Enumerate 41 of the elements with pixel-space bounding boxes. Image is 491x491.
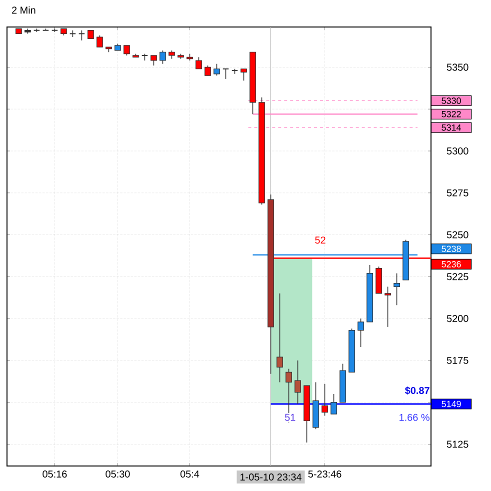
y-tick-label: 5200 xyxy=(446,315,468,322)
candlestick xyxy=(96,34,103,48)
candlestick xyxy=(294,360,301,404)
x-tick-label: 5-23:46 xyxy=(308,470,342,478)
annotation: 1.66 % xyxy=(400,414,430,421)
x-tick-label: 1-05-10 23:34 xyxy=(240,474,302,481)
ref-line-label: 5330 xyxy=(442,98,461,104)
y-tick-label: 5300 xyxy=(446,147,468,155)
candlestick xyxy=(196,56,202,70)
candlestick xyxy=(358,318,364,348)
candlestick xyxy=(124,45,130,56)
candlestick xyxy=(276,293,283,383)
candlestick xyxy=(222,68,230,80)
candlestick xyxy=(160,50,166,64)
candlestick xyxy=(330,394,337,414)
x-tick-label: 05:16 xyxy=(42,470,67,478)
ref-line-label: 5238 xyxy=(442,246,461,252)
candlestick xyxy=(78,30,86,41)
annotation: 51 xyxy=(285,414,296,421)
y-tick-label: 5275 xyxy=(446,189,468,196)
y-tick-label: 5350 xyxy=(446,64,468,71)
x-tick-label: 05:30 xyxy=(106,470,130,478)
annotation: 52 xyxy=(315,236,326,244)
candlestick xyxy=(384,286,391,328)
ref-line-label: 5314 xyxy=(442,124,461,131)
chart-title: 2 Min xyxy=(12,6,36,14)
y-tick-label: 5225 xyxy=(446,273,468,280)
ref-line-label: 5149 xyxy=(442,400,461,408)
ref-line-label: 5322 xyxy=(442,110,461,118)
candlestick xyxy=(214,63,220,76)
ref-line-label: 5236 xyxy=(442,261,461,268)
y-tick-label: 5175 xyxy=(446,356,468,364)
x-tick-label: 05:4 xyxy=(180,470,200,478)
candlestick xyxy=(394,272,400,306)
candlestick xyxy=(240,68,247,82)
candlestick xyxy=(322,383,328,416)
candlestick xyxy=(204,65,211,76)
candlestick xyxy=(150,55,157,66)
annotation: $0.87 xyxy=(405,386,430,395)
y-tick-label: 5250 xyxy=(446,231,468,238)
y-tick-label: 5125 xyxy=(446,440,468,448)
